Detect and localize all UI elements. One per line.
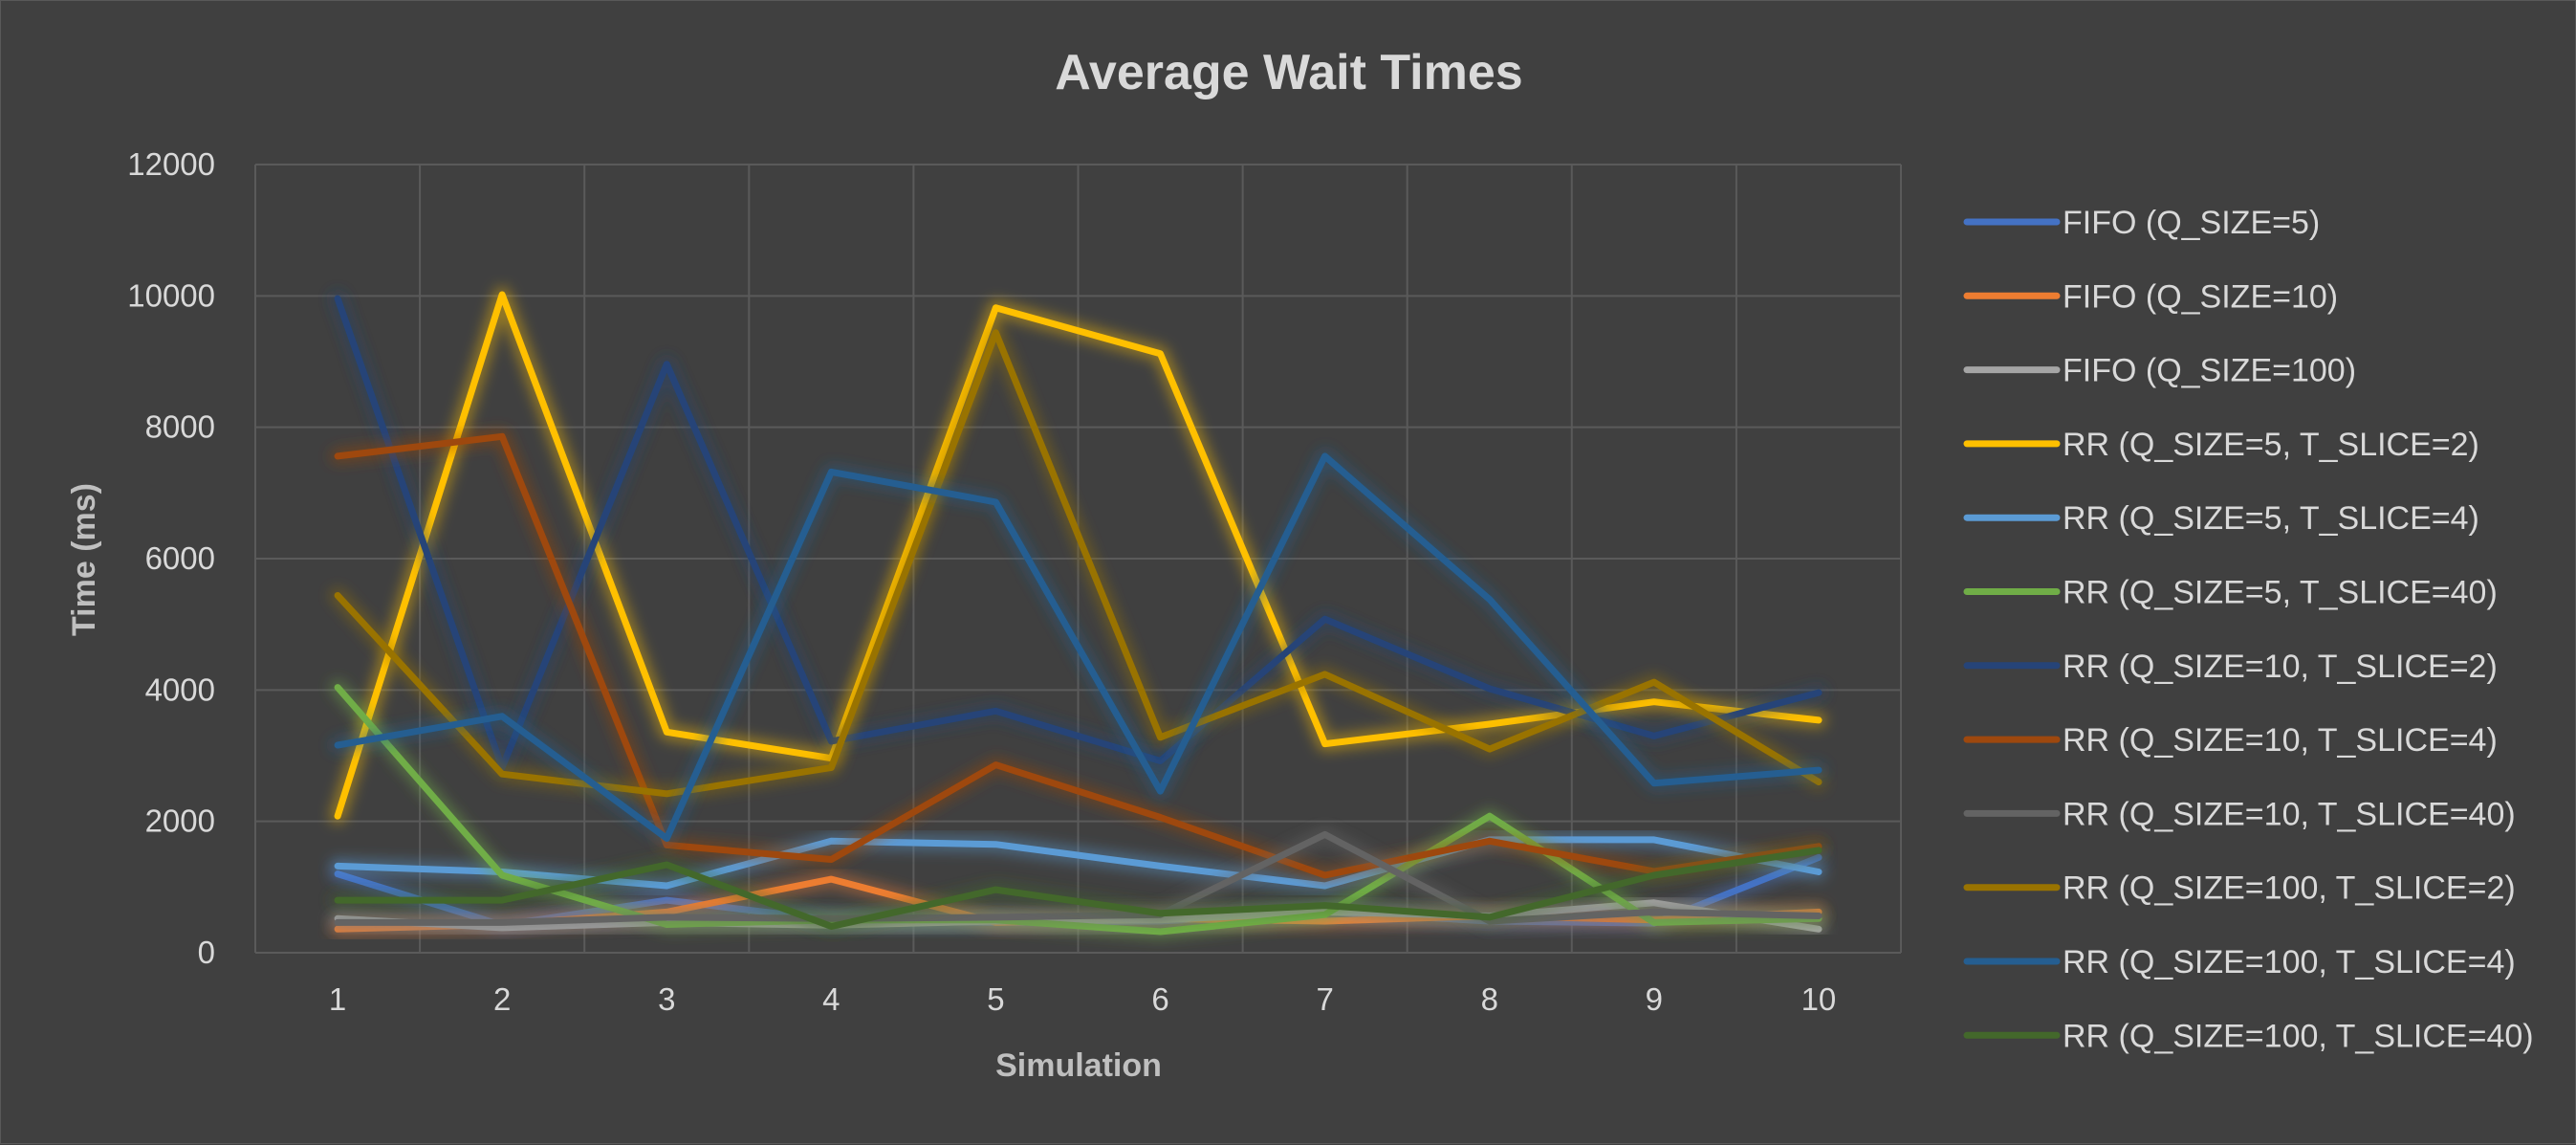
legend-label: RR (Q_SIZE=5, T_SLICE=40): [2063, 575, 2498, 611]
y-tick-label: 4000: [145, 672, 215, 707]
y-tick-label: 6000: [145, 540, 215, 576]
plot-area: 0 2000 4000 6000 8000 10000 12000 1 2 3 4 5 6 7 8 9 10: [127, 146, 1902, 1017]
legend-label: RR (Q_SIZE=10, T_SLICE=4): [2063, 722, 2498, 759]
x-tick-label: 7: [1316, 981, 1333, 1017]
legend-label: RR (Q_SIZE=100, T_SLICE=2): [2063, 870, 2516, 907]
series-line: [334, 830, 1823, 926]
series-line: [334, 684, 1823, 936]
x-tick-label: 10: [1801, 981, 1837, 1017]
x-tick-label: 1: [329, 981, 346, 1017]
legend: FIFO (Q_SIZE=5) FIFO (Q_SIZE=10) FIFO (Q_S…: [1963, 205, 2534, 1054]
x-tick-label: 6: [1151, 981, 1168, 1017]
legend-label: RR (Q_SIZE=5, T_SLICE=2): [2063, 427, 2479, 463]
y-axis-title: Time (ms): [66, 483, 102, 636]
legend-label: RR (Q_SIZE=10, T_SLICE=40): [2063, 796, 2516, 832]
series-line: [334, 452, 1823, 842]
y-tick-label: 2000: [145, 804, 215, 839]
x-tick-label: 2: [493, 981, 511, 1017]
x-tick-label: 5: [987, 981, 1004, 1017]
legend-label: RR (Q_SIZE=10, T_SLICE=2): [2063, 649, 2498, 685]
series-line: [334, 432, 1823, 879]
legend-label: RR (Q_SIZE=100, T_SLICE=40): [2063, 1018, 2534, 1054]
legend-label: FIFO (Q_SIZE=5): [2063, 205, 2320, 241]
y-tick-label: 10000: [127, 277, 215, 313]
legend-label: RR (Q_SIZE=100, T_SLICE=4): [2063, 944, 2516, 980]
y-tick-label: 0: [198, 935, 215, 970]
x-tick-label: 9: [1646, 981, 1663, 1017]
legend-label: FIFO (Q_SIZE=100): [2063, 353, 2356, 389]
chart-title: Average Wait Times: [1055, 45, 1522, 100]
y-tick-label: 12000: [127, 146, 215, 182]
legend-label: FIFO (Q_SIZE=10): [2063, 278, 2338, 315]
x-tick-label: 4: [822, 981, 840, 1017]
series-line: [334, 847, 1823, 930]
y-tick-label: 8000: [145, 409, 215, 445]
legend-label: RR (Q_SIZE=5, T_SLICE=4): [2063, 500, 2479, 537]
x-tick-label: 3: [658, 981, 675, 1017]
x-tick-label: 8: [1481, 981, 1498, 1017]
x-axis-title: Simulation: [995, 1047, 1162, 1084]
